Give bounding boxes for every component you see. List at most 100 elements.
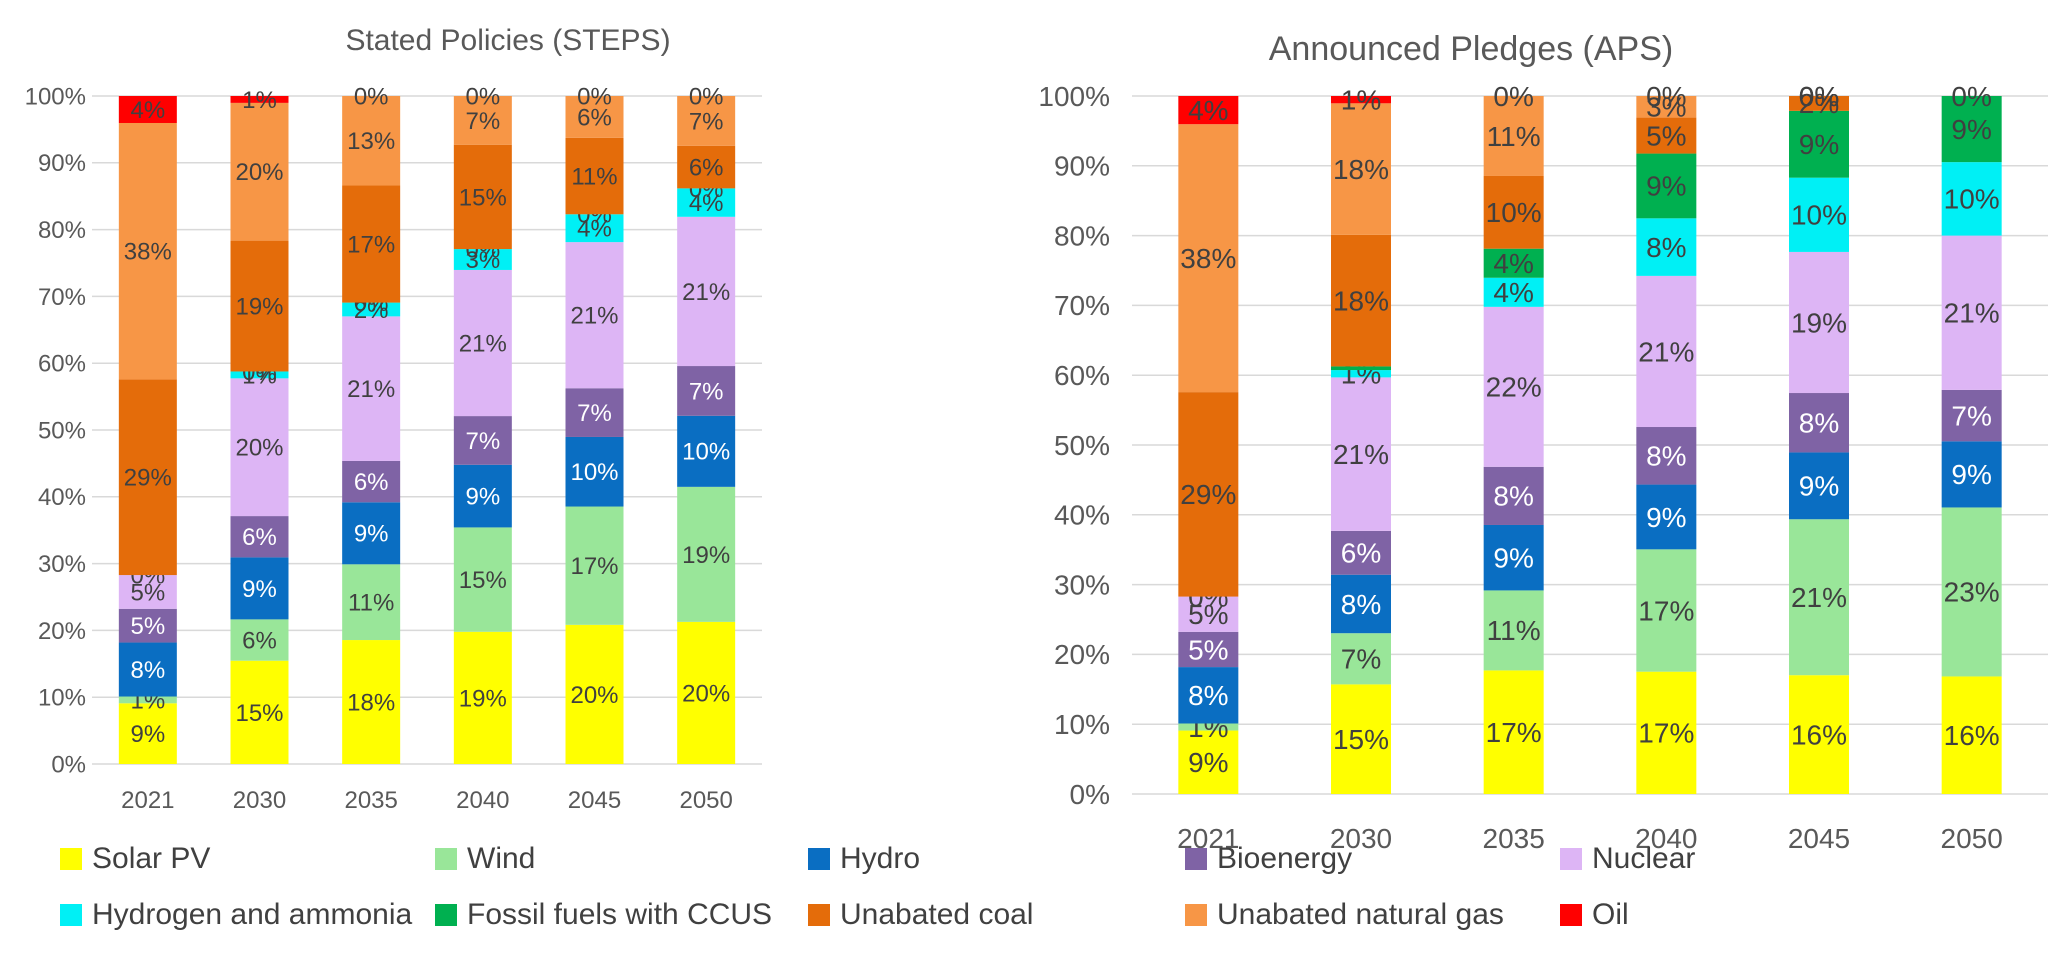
steps-bar-wind-2021: [118, 696, 177, 704]
steps-data-label-oil-2040: 0%: [465, 83, 500, 110]
aps-data-label-nuclear-2045: 19%: [1791, 307, 1847, 338]
aps-x-tick-label: 2035: [1483, 823, 1545, 854]
steps-y-tick-label: 40%: [38, 484, 86, 511]
steps-data-label-nuclear-2040: 21%: [459, 330, 507, 357]
aps-bar-fossil-fuels-with-ccus-2040: [1636, 153, 1697, 219]
steps-data-label-unabated-coal-2030: 19%: [235, 293, 283, 320]
aps-data-label-wind-2045: 21%: [1791, 582, 1847, 613]
steps-data-label-hydro-2040: 9%: [465, 484, 500, 511]
aps-bar-bioenergy-2040: [1636, 427, 1697, 485]
steps-bar-hydrogen-and-ammonia-2035: [342, 302, 401, 317]
aps-bar-hydro-2040: [1636, 484, 1697, 550]
steps-data-label-solar-pv-2040: 19%: [459, 685, 507, 712]
aps-x-tick-label: 2045: [1788, 823, 1850, 854]
legend-label-nuclear: Nuclear: [1592, 842, 1695, 875]
legend-swatch-bioenergy: [1185, 848, 1207, 870]
steps-data-label-wind-2050: 19%: [682, 542, 730, 569]
aps-bar-oil-2030: [1331, 96, 1391, 104]
aps-bar-solar-pv-2035: [1483, 670, 1544, 794]
steps-data-label-hydrogen-and-ammonia-2040: 3%: [465, 247, 500, 274]
steps-bar-bioenergy-2045: [565, 388, 624, 437]
steps-bar-hydro-2045: [565, 436, 624, 507]
steps-data-label-unabated-natural-gas-2021: 38%: [124, 239, 172, 266]
steps-data-label-nuclear-2035: 21%: [347, 376, 395, 403]
aps-data-label-fossil-fuels-with-ccus-2040: 9%: [1646, 171, 1686, 202]
aps-data-label-hydrogen-and-ammonia-2050: 10%: [1944, 184, 2000, 215]
aps-data-label-hydrogen-and-ammonia-2035: 4%: [1493, 277, 1533, 308]
aps-data-label-bioenergy-2040: 8%: [1646, 441, 1686, 472]
aps-chart: Announced Pledges (APS) 0% 10% 20% 30% 40% 50…: [1038, 30, 2048, 854]
aps-data-label-unabated-coal-2040: 5%: [1646, 120, 1686, 151]
steps-bar-hydro-2040: [453, 464, 512, 528]
steps-chart-title: Stated Policies (STEPS): [345, 24, 670, 57]
aps-data-label-bioenergy-2035: 8%: [1493, 481, 1533, 512]
aps-data-label-hydrogen-and-ammonia-2040: 8%: [1646, 232, 1686, 263]
steps-data-label-unabated-coal-2045: 11%: [571, 163, 617, 190]
aps-data-label-wind-2050: 23%: [1944, 577, 2000, 608]
steps-bar-bioenergy-2035: [342, 460, 401, 503]
legend-label-oil: Oil: [1592, 898, 1629, 931]
steps-bar-unabated-natural-gas-2050: [677, 96, 736, 146]
aps-bar-hydrogen-and-ammonia-2035: [1483, 277, 1544, 307]
legend-swatch-solar-pv: [60, 848, 82, 870]
steps-bar-unabated-natural-gas-2040: [453, 96, 512, 145]
steps-bar-solar-pv-2035: [342, 640, 401, 764]
aps-bar-hydro-2050: [1941, 441, 2002, 508]
steps-bar-hydro-2050: [677, 415, 736, 487]
steps-data-label-nuclear-2030: 20%: [235, 435, 283, 462]
aps-bar-nuclear-2040: [1636, 275, 1697, 428]
steps-data-label-unabated-natural-gas-2050: 7%: [689, 108, 724, 135]
aps-bar-hydrogen-and-ammonia-2050: [1941, 162, 2002, 236]
steps-bar-hydrogen-and-ammonia-2045: [565, 214, 624, 243]
aps-chart-title: Announced Pledges (APS): [1269, 30, 1673, 68]
steps-data-label-nuclear-2021: 5%: [130, 579, 165, 606]
aps-data-label-wind-2040: 17%: [1638, 595, 1694, 626]
aps-bar-solar-pv-2040: [1636, 671, 1697, 794]
steps-data-label-unabated-coal-2035: 17%: [347, 231, 395, 258]
aps-y-tick-label: 20%: [1054, 639, 1110, 670]
steps-bar-solar-pv-2050: [677, 621, 736, 764]
steps-bar-nuclear-2035: [342, 316, 401, 461]
steps-bar-nuclear-2021: [118, 575, 177, 609]
steps-bar-hydrogen-and-ammonia-2050: [677, 188, 736, 217]
aps-y-tick-label: 10%: [1054, 709, 1110, 740]
aps-bar-hydrogen-and-ammonia-2030: [1331, 370, 1391, 378]
aps-data-label-unabated-natural-gas-2045: 0%: [1799, 81, 1839, 112]
aps-data-label-wind-2035: 11%: [1487, 615, 1541, 646]
aps-bar-wind-2050: [1941, 507, 2002, 677]
aps-x-tick-label: 2050: [1941, 823, 2003, 854]
steps-data-label-bioenergy-2050: 7%: [689, 378, 724, 405]
steps-data-label-solar-pv-2030: 15%: [235, 700, 283, 727]
aps-data-label-nuclear-2040: 21%: [1638, 336, 1694, 367]
aps-y-tick-label: 0%: [1070, 779, 1110, 810]
steps-data-label-oil-2030: 1%: [242, 87, 277, 114]
legend-label-solar-pv: Solar PV: [92, 842, 210, 875]
steps-data-label-oil-2021: 4%: [130, 97, 165, 124]
steps-bar-unabated-coal-2045: [565, 137, 624, 215]
steps-bar-unabated-natural-gas-2035: [342, 96, 401, 186]
steps-y-tick-label: 70%: [38, 284, 86, 311]
steps-bar-solar-pv-2021: [118, 703, 177, 764]
aps-bar-oil-2021: [1178, 96, 1239, 125]
aps-bar-hydrogen-and-ammonia-2045: [1789, 177, 1849, 252]
aps-y-tick-label: 60%: [1054, 360, 1110, 391]
aps-data-label-unabated-coal-2021: 29%: [1180, 479, 1236, 510]
steps-data-label-hydrogen-and-ammonia-2050: 4%: [689, 190, 724, 217]
legend-swatch-nuclear: [1560, 848, 1582, 870]
legend-swatch-hydrogen-and-ammonia: [60, 904, 82, 926]
steps-x-tick-label: 2030: [233, 787, 286, 814]
aps-data-label-oil-2030: 1%: [1341, 84, 1381, 115]
steps-y-tick-label: 10%: [38, 685, 86, 712]
steps-data-label-hydrogen-and-ammonia-2045: 4%: [577, 216, 612, 243]
aps-data-label-fossil-fuels-with-ccus-2035: 4%: [1493, 248, 1533, 279]
steps-data-label-unabated-coal-2040: 15%: [459, 184, 507, 211]
steps-data-label-wind-2030: 6%: [242, 627, 277, 654]
aps-bar-fossil-fuels-with-ccus-2030: [1331, 366, 1391, 371]
steps-y-tick-label: 0%: [51, 751, 86, 778]
steps-data-label-unabated-natural-gas-2045: 6%: [577, 104, 612, 131]
aps-data-label-hydro-2030: 8%: [1341, 589, 1381, 620]
steps-bar-unabated-coal-2030: [230, 240, 289, 372]
aps-data-label-solar-pv-2040: 17%: [1638, 718, 1694, 749]
steps-y-tick-label: 90%: [38, 150, 86, 177]
aps-data-label-unabated-coal-2045: 2%: [1799, 88, 1839, 119]
